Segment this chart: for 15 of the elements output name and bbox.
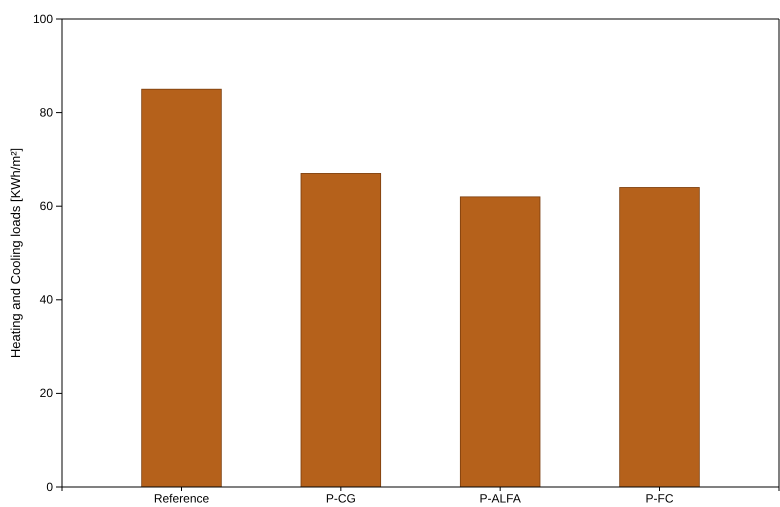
x-tick-label: P-FC <box>646 492 674 506</box>
x-tick-label: P-CG <box>326 492 356 506</box>
y-tick-label: 100 <box>32 12 54 26</box>
bar <box>300 173 382 488</box>
y-tick-label: 80 <box>40 105 54 120</box>
y-tick-label: 20 <box>40 386 54 400</box>
x-tick-label: P-ALFA <box>479 492 521 506</box>
y-tick-label: 60 <box>40 199 54 214</box>
x-tick-label: Reference <box>154 492 210 506</box>
bar <box>141 88 222 488</box>
y-tick-label: 40 <box>40 292 54 307</box>
bar <box>460 196 540 488</box>
y-axis-title: Heating and Cooling loads [KWh/m²] <box>8 148 23 358</box>
bar <box>619 187 700 488</box>
y-tick-label: 0 <box>46 480 54 494</box>
